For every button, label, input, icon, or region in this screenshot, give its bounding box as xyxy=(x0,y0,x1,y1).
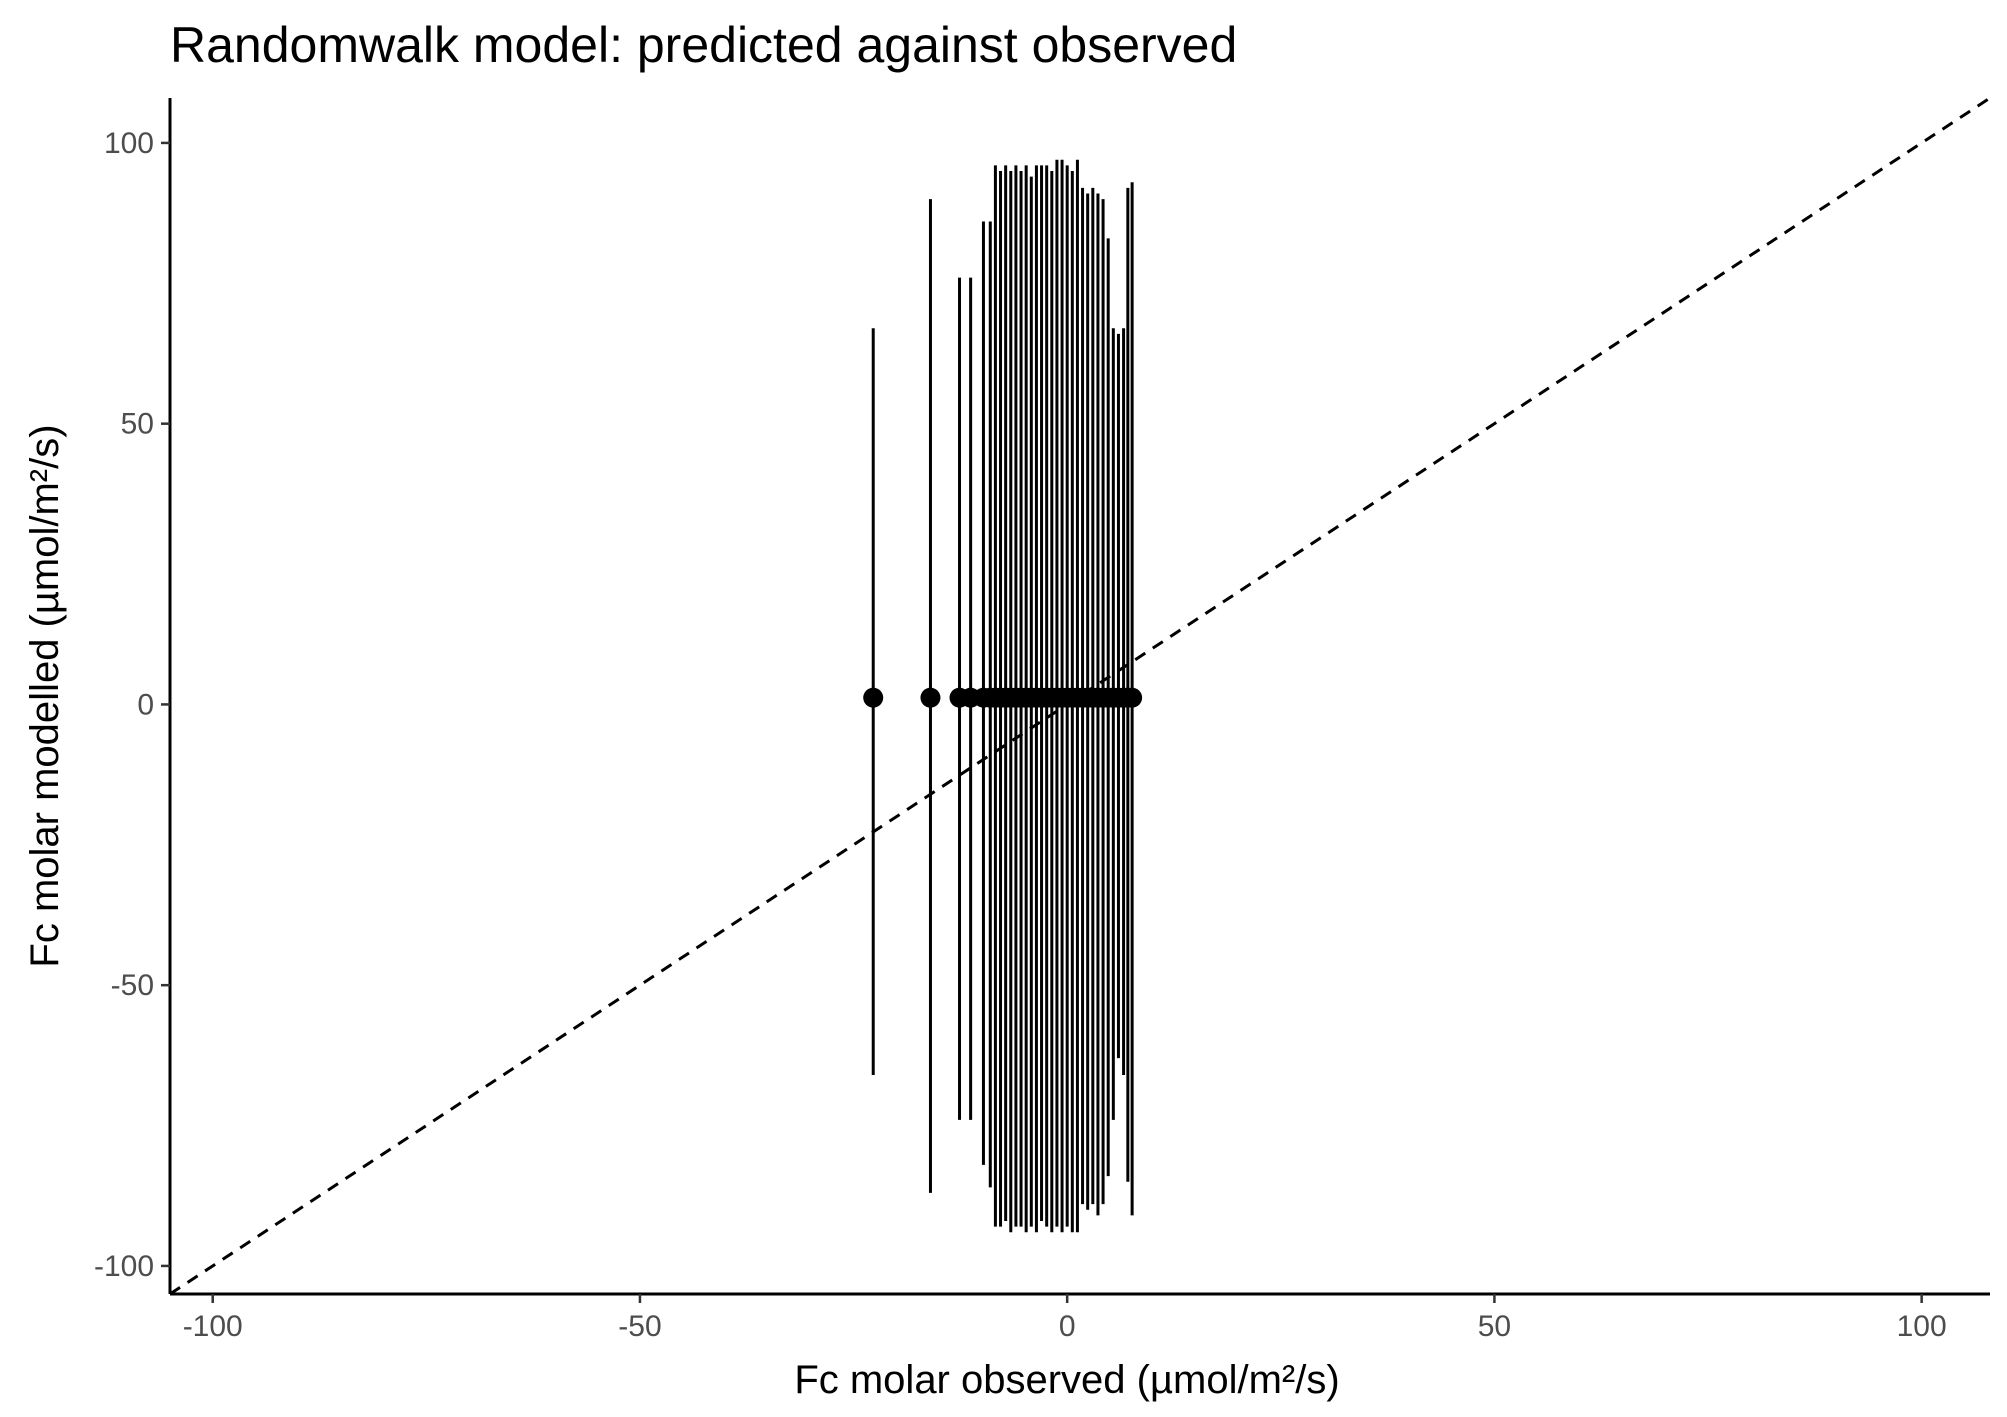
y-tick-label: 50 xyxy=(121,408,154,441)
chart-title: Randomwalk model: predicted against obse… xyxy=(170,17,1237,73)
x-tick-label: -100 xyxy=(183,1310,243,1343)
x-tick-label: 50 xyxy=(1478,1310,1511,1343)
x-tick-label: 100 xyxy=(1897,1310,1947,1343)
y-axis-title: Fc molar modelled (µmol/m²/s) xyxy=(23,424,67,967)
x-axis-ticks: -100 -50 0 50 100 xyxy=(183,1294,1947,1343)
y-axis-ticks: -100 -50 0 50 100 xyxy=(94,127,170,1283)
x-tick-label: -50 xyxy=(618,1310,661,1343)
data-point xyxy=(920,687,941,708)
data-point xyxy=(1122,687,1143,708)
y-tick-label: 0 xyxy=(137,688,154,721)
y-tick-label: -50 xyxy=(111,969,154,1002)
x-axis-title: Fc molar observed (µmol/m²/s) xyxy=(794,1358,1339,1402)
data-point xyxy=(863,687,884,708)
y-tick-label: -100 xyxy=(94,1250,154,1283)
x-tick-label: 0 xyxy=(1059,1310,1076,1343)
y-tick-label: 100 xyxy=(104,127,154,160)
reference-line xyxy=(169,96,1991,1296)
plot-area xyxy=(169,96,1991,1296)
